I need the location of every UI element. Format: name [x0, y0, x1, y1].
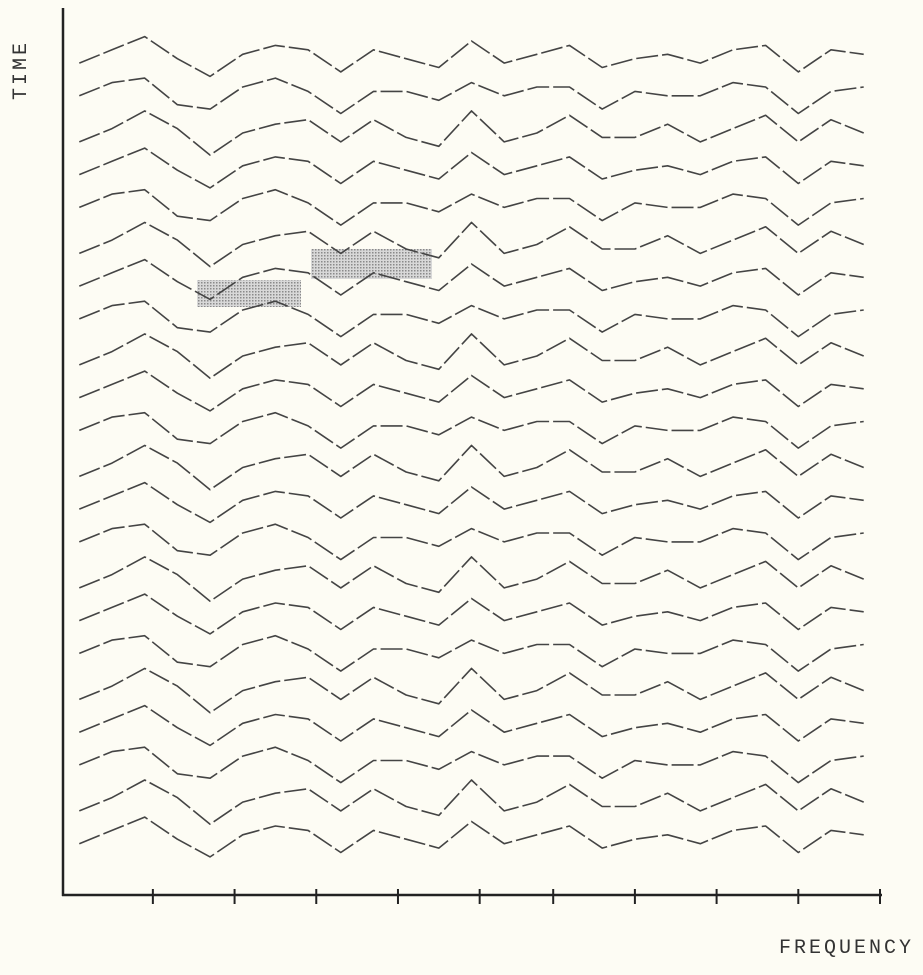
spectrum-trace — [78, 300, 864, 338]
spectrum-trace — [78, 444, 864, 491]
spectrum-trace — [78, 779, 865, 825]
spectrum-trace — [78, 556, 865, 602]
spectrum-trace — [78, 523, 864, 561]
spectrum-trace — [78, 188, 864, 226]
spectrum-trace — [78, 816, 864, 858]
spectrum-trace — [78, 110, 865, 156]
spectrum-trace — [78, 147, 864, 189]
spectrum-trace — [79, 481, 864, 524]
spectrum-trace — [79, 77, 864, 115]
spectrum-trace — [78, 35, 864, 78]
x-axis-label: FREQUENCY — [779, 937, 914, 960]
spectrum-trace — [78, 667, 865, 714]
spectrum-trace — [78, 704, 864, 747]
spectrum-trace — [78, 746, 864, 784]
spectrum-trace — [79, 370, 864, 412]
spectrum-trace — [78, 411, 864, 449]
spectrum-trace — [79, 593, 864, 635]
spectrum-trace — [78, 333, 864, 379]
spectrum-trace — [78, 221, 864, 268]
shaded-region — [197, 280, 301, 307]
spectrum-trace — [78, 258, 864, 301]
spectrum-trace — [78, 634, 864, 672]
y-axis-label: TIME — [10, 40, 33, 100]
